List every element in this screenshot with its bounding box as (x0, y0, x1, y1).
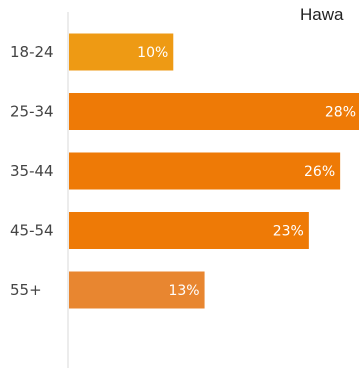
category-label: 25-34 (10, 103, 54, 121)
bar-45-54 (69, 212, 309, 249)
value-label: 10% (137, 45, 168, 61)
category-label: 35-44 (10, 162, 54, 180)
bar-55+ (69, 271, 205, 309)
bar-18-24 (69, 33, 174, 71)
category-label: 45-54 (10, 222, 54, 240)
chart-title: Hawa (300, 5, 344, 24)
bar-25-34 (69, 93, 359, 130)
category-label: 18-24 (10, 43, 54, 61)
bar-35-44 (69, 152, 341, 190)
category-label: 55+ (10, 281, 42, 299)
value-label: 23% (273, 224, 304, 240)
value-label: 26% (304, 164, 335, 180)
value-label: 28% (325, 105, 356, 121)
value-label: 13% (168, 283, 199, 299)
